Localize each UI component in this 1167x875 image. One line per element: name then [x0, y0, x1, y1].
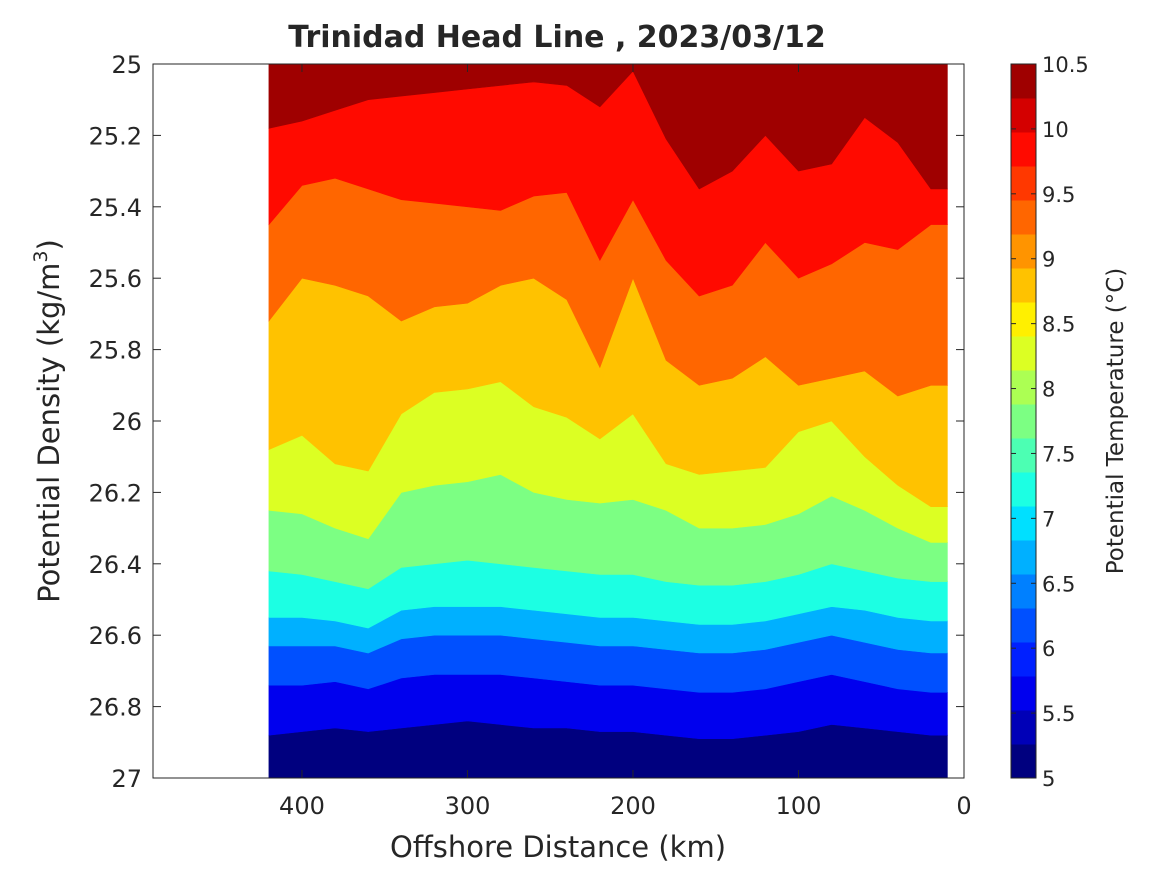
y-tick-label: 25.4	[89, 194, 142, 222]
colorbar-tick-label: 9	[1042, 248, 1055, 272]
colorbar-segment	[1011, 744, 1036, 779]
y-axis-title: Potential Density (kg/m3)	[30, 239, 66, 603]
y-tick-label: 25.8	[89, 337, 142, 365]
y-axis-title-main: Potential Density (kg/m	[32, 263, 66, 603]
colorbar-tick-label: 9.5	[1042, 183, 1075, 207]
colorbar-segment	[1011, 370, 1036, 405]
colorbar-tick-label: 7.5	[1042, 442, 1075, 466]
x-tick-label: 100	[776, 792, 822, 820]
colorbar-segment	[1011, 200, 1036, 235]
colorbar-tick-label: 6	[1042, 637, 1055, 661]
x-tick-label: 200	[610, 792, 656, 820]
y-tick-label: 27	[111, 765, 142, 793]
colorbar-tick-label: 6.5	[1042, 572, 1075, 596]
colorbar-segment	[1011, 98, 1036, 133]
colorbar-segment	[1011, 302, 1036, 337]
colorbar-segment	[1011, 132, 1036, 167]
x-axis-title: Offshore Distance (km)	[390, 830, 726, 864]
y-tick-label: 26.6	[89, 622, 142, 650]
colorbar-tick-label: 10	[1042, 118, 1069, 142]
x-tick-label: 0	[956, 792, 971, 820]
y-tick-label: 25	[111, 51, 142, 79]
colorbar-segment	[1011, 540, 1036, 575]
contour-band	[268, 64, 948, 190]
y-tick-label: 26.4	[89, 551, 142, 579]
colorbar-segment	[1011, 268, 1036, 303]
y-tick-label: 25.6	[89, 265, 142, 293]
colorbar-segment	[1011, 64, 1036, 99]
x-tick-label: 400	[279, 792, 325, 820]
colorbar-segment	[1011, 574, 1036, 609]
colorbar-tick-label: 10.5	[1042, 53, 1089, 77]
colorbar-segment	[1011, 438, 1036, 473]
y-tick-label: 26	[111, 408, 142, 436]
colorbar-tick-label: 7	[1042, 507, 1055, 531]
colorbar-tick-label: 5	[1042, 767, 1055, 791]
colorbar-tick-label: 8	[1042, 378, 1055, 402]
colorbar: 5 5.5 6 6.5 7 7.5 8 8.5 9 9.5 10 10.5	[1010, 53, 1089, 791]
colorbar-segment	[1011, 676, 1036, 711]
colorbar-segment	[1011, 642, 1036, 677]
axis-layer: 400 300 200 100 0 25 25.2 25.4 25.6 25.8 26 26.2 26.…	[89, 51, 972, 820]
colorbar-title: Potential Temperature (°C)	[1103, 268, 1129, 575]
y-axis-title-close: )	[32, 239, 66, 250]
colorbar-segment	[1011, 234, 1036, 269]
x-tick-label: 300	[445, 792, 491, 820]
y-tick-label: 26.8	[89, 694, 142, 722]
colorbar-segment	[1011, 166, 1036, 201]
contour-fill-layer	[268, 64, 948, 778]
colorbar-tick-label: 8.5	[1042, 313, 1075, 337]
colorbar-segment	[1011, 506, 1036, 541]
colorbar-segment	[1011, 608, 1036, 643]
colorbar-segment	[1011, 472, 1036, 507]
y-axis-title-superscript: 3	[30, 250, 52, 262]
y-tick-label: 26.2	[89, 479, 142, 507]
colorbar-segment	[1011, 404, 1036, 439]
colorbar-frame	[1010, 63, 1037, 779]
colorbar-tick-label: 5.5	[1042, 702, 1075, 726]
colorbar-segment	[1011, 336, 1036, 371]
y-tick-label: 25.2	[89, 122, 142, 150]
chart-title: Trinidad Head Line , 2023/03/12	[288, 20, 825, 55]
colorbar-segment	[1011, 710, 1036, 745]
